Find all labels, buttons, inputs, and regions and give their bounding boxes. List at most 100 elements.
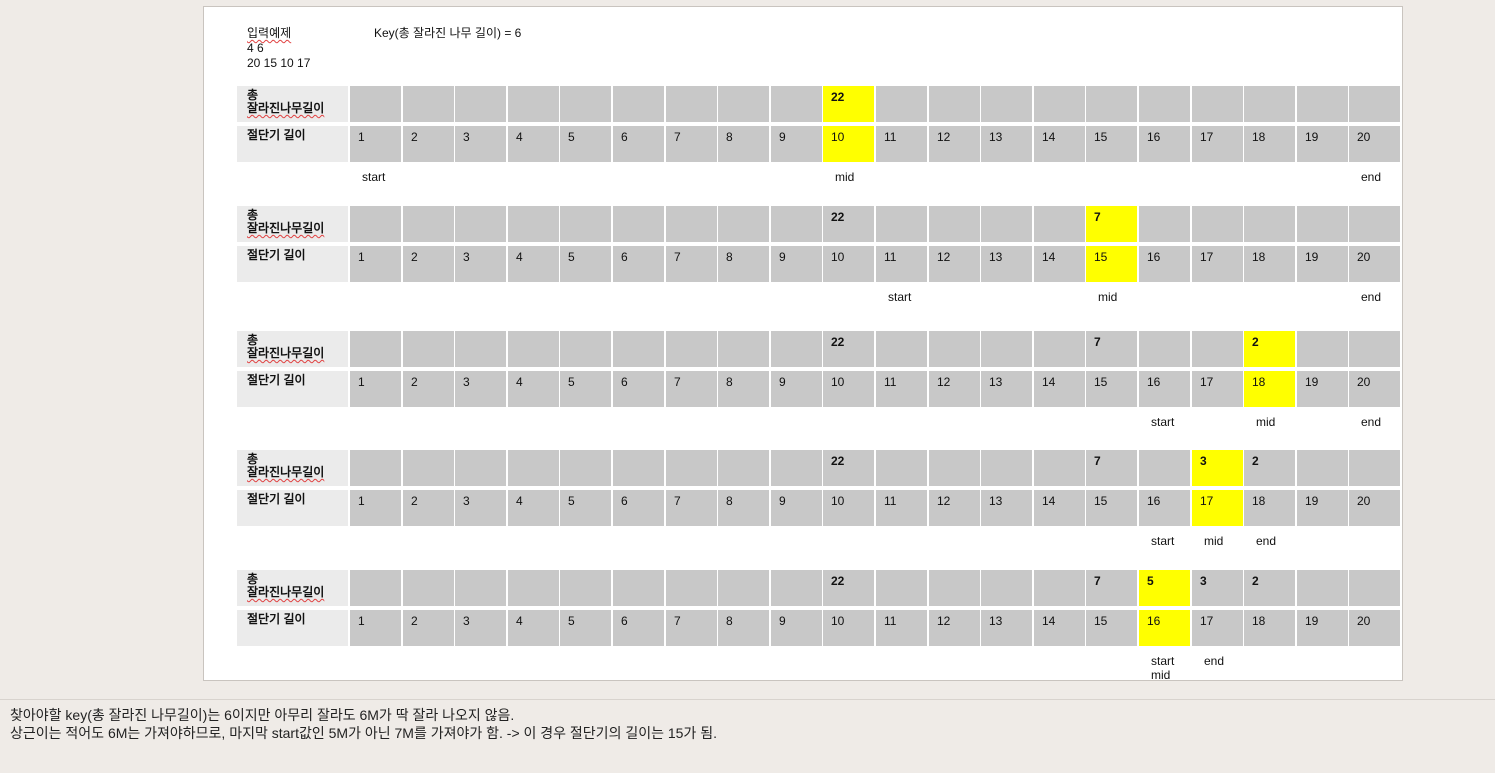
cut-length-cell: 17 xyxy=(1192,610,1243,646)
start-marker: start xyxy=(1151,654,1175,668)
total-cell: 7 xyxy=(1086,331,1137,367)
cut-length-cell: 8 xyxy=(718,371,769,407)
total-cell xyxy=(771,570,822,606)
cut-length-cell: 3 xyxy=(455,371,506,407)
total-cell xyxy=(718,331,769,367)
total-cell xyxy=(560,331,611,367)
cut-length-cell: 11 xyxy=(876,490,927,526)
total-cell xyxy=(455,86,506,122)
cut-length-cell: 1 xyxy=(350,126,401,162)
cut-length-cell: 9 xyxy=(771,490,822,526)
total-cell xyxy=(403,206,454,242)
total-cell: 22 xyxy=(823,570,874,606)
cut-length-cell: 15 xyxy=(1086,490,1137,526)
mid-marker: mid xyxy=(1098,290,1118,304)
cut-length-cell: 20 xyxy=(1349,246,1400,282)
total-cell: 3 xyxy=(1192,450,1243,486)
cut-length-cell: 3 xyxy=(455,610,506,646)
cut-length-cell: 3 xyxy=(455,126,506,162)
cut-length-cell: 13 xyxy=(981,610,1032,646)
cut-length-cell: 17 xyxy=(1192,371,1243,407)
total-cell xyxy=(876,86,927,122)
start-marker: start xyxy=(888,290,912,304)
total-cell xyxy=(929,331,980,367)
total-cell xyxy=(876,331,927,367)
total-cell xyxy=(929,570,980,606)
cut-length-cell: 15 xyxy=(1086,371,1137,407)
cut-length-cell: 8 xyxy=(718,490,769,526)
end-marker: end xyxy=(1361,170,1382,184)
cut-length-cell: 4 xyxy=(508,246,559,282)
total-label-line-1: 총 xyxy=(247,452,259,466)
cut-length-cell: 11 xyxy=(876,371,927,407)
total-cell xyxy=(876,450,927,486)
total-cell xyxy=(455,206,506,242)
total-cell xyxy=(981,86,1032,122)
total-cell xyxy=(350,206,401,242)
cut-length-cell: 19 xyxy=(1297,126,1348,162)
total-cell xyxy=(1192,206,1243,242)
cut-length-label: 절단기 길이 xyxy=(237,126,348,162)
total-length-label: 총 잘라진나무길이 xyxy=(237,450,348,486)
cut-length-cell: 13 xyxy=(981,126,1032,162)
cut-length-cell: 6 xyxy=(613,371,664,407)
total-cell xyxy=(1139,450,1190,486)
cut-length-cell: 11 xyxy=(876,610,927,646)
total-cell xyxy=(350,570,401,606)
cut-length-cell: 14 xyxy=(1034,126,1085,162)
total-cell xyxy=(718,86,769,122)
total-cell xyxy=(929,450,980,486)
cut-length-cell: 5 xyxy=(560,371,611,407)
cut-length-label: 절단기 길이 xyxy=(237,246,348,282)
total-cell xyxy=(718,450,769,486)
cut-length-cell: 2 xyxy=(403,371,454,407)
total-cell xyxy=(1349,450,1400,486)
cut-length-cell: 8 xyxy=(718,246,769,282)
total-cell xyxy=(403,450,454,486)
cut-length-cell: 13 xyxy=(981,246,1032,282)
cut-length-cell: 6 xyxy=(613,490,664,526)
cut-length-cell: 6 xyxy=(613,610,664,646)
cut-length-cell: 10 xyxy=(823,610,874,646)
start-marker: start xyxy=(362,170,386,184)
cut-length-cell: 8 xyxy=(718,126,769,162)
total-cell xyxy=(981,206,1032,242)
end-marker: end xyxy=(1361,290,1382,304)
cut-length-cell: 18 xyxy=(1244,371,1295,407)
total-label-line-2: 잘라진나무길이 xyxy=(247,101,325,115)
total-cell xyxy=(1192,331,1243,367)
document-page: 입력예제 4 6 20 15 10 17 Key(총 잘라진 나무 길이) = … xyxy=(203,6,1403,682)
cut-length-cell: 7 xyxy=(666,246,717,282)
cut-length-cell: 12 xyxy=(929,246,980,282)
cut-length-cell: 14 xyxy=(1034,490,1085,526)
end-marker: end xyxy=(1256,534,1277,548)
total-cell xyxy=(666,86,717,122)
cut-length-cell: 18 xyxy=(1244,490,1295,526)
note-line-1: 찾아야할 key(총 잘라진 나무길이)는 6이지만 아무리 잘라도 6M가 딱… xyxy=(10,707,515,723)
end-marker: end xyxy=(1361,415,1382,429)
cut-length-cell: 2 xyxy=(403,126,454,162)
total-cell xyxy=(1244,86,1295,122)
total-length-label: 총 잘라진나무길이 xyxy=(237,570,348,606)
cut-length-cell: 9 xyxy=(771,126,822,162)
mid-marker: mid xyxy=(835,170,855,184)
total-cell xyxy=(981,450,1032,486)
cut-length-cell: 10 xyxy=(823,126,874,162)
total-cell xyxy=(508,570,559,606)
total-length-label: 총 잘라진나무길이 xyxy=(237,331,348,367)
total-cell xyxy=(1297,86,1348,122)
cut-length-cell: 6 xyxy=(613,246,664,282)
cut-length-cell: 5 xyxy=(560,490,611,526)
cut-length-cell: 17 xyxy=(1192,126,1243,162)
cut-length-label: 절단기 길이 xyxy=(237,490,348,526)
total-cell xyxy=(718,206,769,242)
total-cell xyxy=(929,86,980,122)
mid-marker: mid xyxy=(1151,668,1171,682)
start-marker: start xyxy=(1151,415,1175,429)
total-cell xyxy=(455,331,506,367)
total-label-line-2: 잘라진나무길이 xyxy=(247,346,325,360)
total-cell xyxy=(771,206,822,242)
total-cell: 22 xyxy=(823,450,874,486)
cut-length-cell: 15 xyxy=(1086,610,1137,646)
total-cell xyxy=(350,331,401,367)
